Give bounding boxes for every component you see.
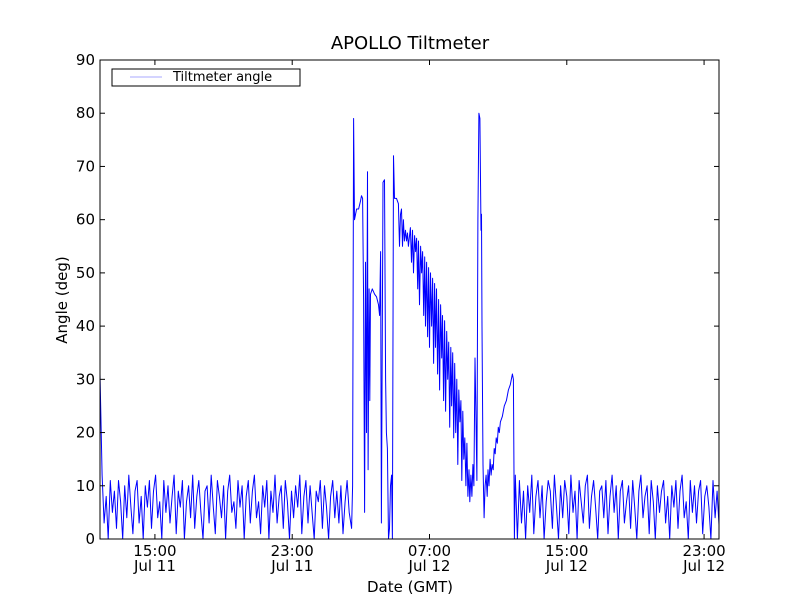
y-tick-label: 0 xyxy=(85,530,95,548)
legend: Tiltmeter angle xyxy=(111,68,301,87)
y-tick-label: 50 xyxy=(76,264,95,282)
y-tick-label: 80 xyxy=(76,104,95,122)
x-tick-label-date: Jul 11 xyxy=(133,557,176,575)
y-tick-label: 40 xyxy=(76,317,95,335)
x-tick-label-time: 07:00 xyxy=(408,542,451,560)
x-tick-label-time: 15:00 xyxy=(545,542,588,560)
y-tick-label: 30 xyxy=(76,370,95,388)
plot-frame xyxy=(99,59,720,540)
y-tick-label: 90 xyxy=(76,51,95,69)
y-tick-label: 70 xyxy=(76,157,95,175)
chart-title: APOLLO Tiltmeter xyxy=(331,33,490,54)
x-tick-label-time: 15:00 xyxy=(133,542,176,560)
y-tick-label: 10 xyxy=(76,477,95,495)
series-line-tiltmeter-angle xyxy=(100,112,719,539)
x-tick-label-date: Jul 12 xyxy=(682,557,725,575)
y-axis-label: Angle (deg) xyxy=(53,256,71,343)
x-tick-label-date: Jul 11 xyxy=(270,557,313,575)
legend-label: Tiltmeter angle xyxy=(172,70,272,85)
legend-box xyxy=(111,68,301,87)
x-axis-label: Date (GMT) xyxy=(367,578,453,596)
x-tick-label-date: Jul 12 xyxy=(545,557,588,575)
x-tick-label-time: 23:00 xyxy=(682,542,725,560)
x-tick-label-time: 23:00 xyxy=(271,542,314,560)
y-tick-label: 20 xyxy=(76,424,95,442)
x-tick-label-date: Jul 12 xyxy=(408,557,451,575)
y-tick-label: 60 xyxy=(76,211,95,229)
